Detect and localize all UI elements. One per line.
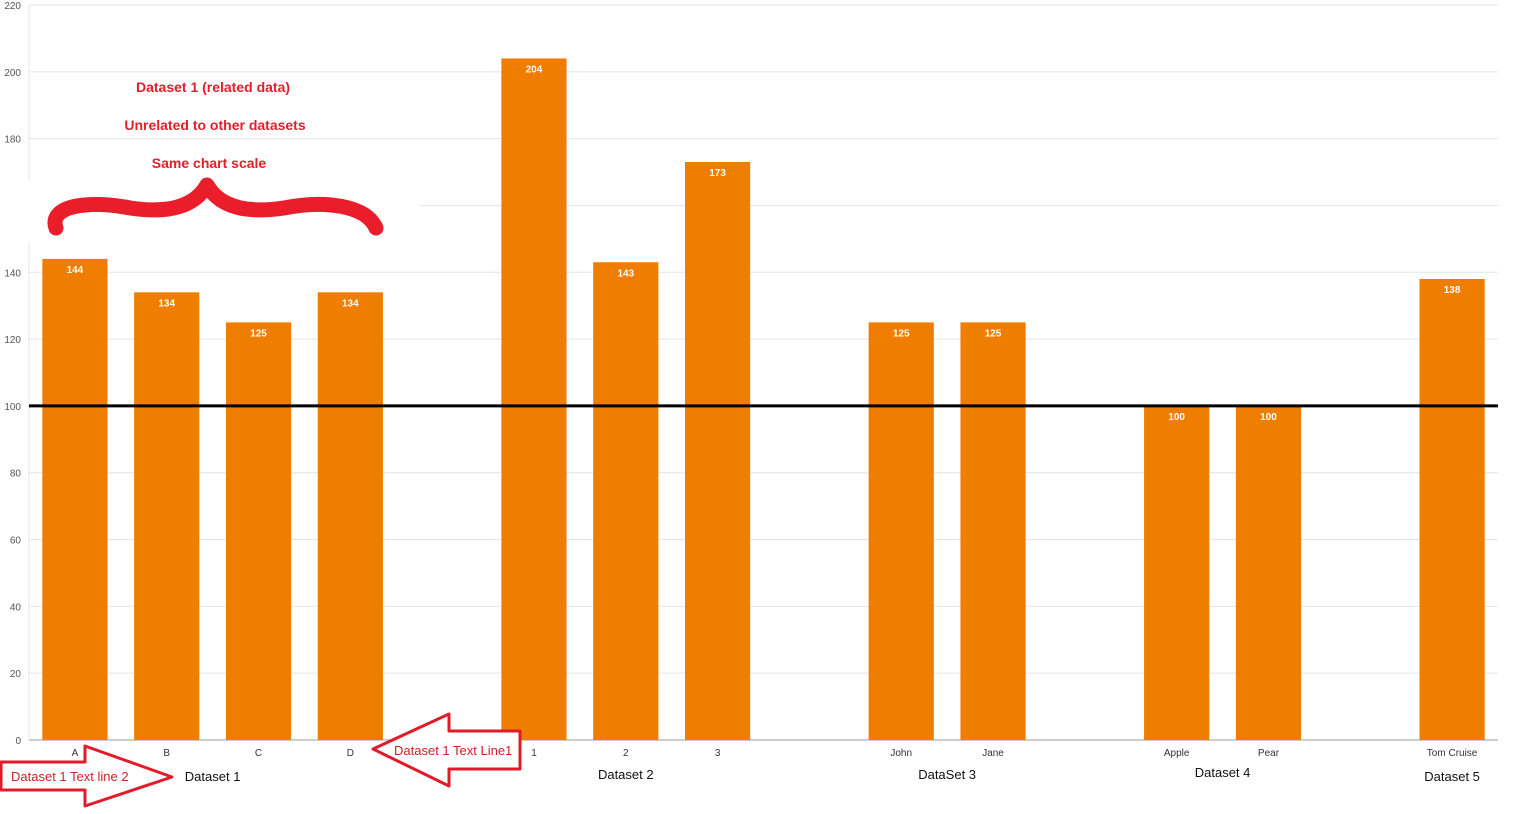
x-tick-label: B	[163, 748, 170, 759]
bar-value-label: 204	[526, 64, 543, 75]
bar-value-label: 143	[617, 268, 634, 279]
y-tick-label: 180	[4, 135, 21, 146]
y-tick-label: 60	[10, 536, 22, 547]
bar-value-label: 138	[1444, 285, 1461, 296]
bar-value-label: 134	[342, 298, 359, 309]
bar-value-label: 125	[250, 328, 267, 339]
x-tick-label: D	[347, 748, 354, 759]
x-tick-label: 3	[715, 748, 721, 759]
x-tick-label: A	[72, 748, 79, 759]
y-tick-label: 120	[4, 335, 21, 346]
y-tick-label: 200	[4, 68, 21, 79]
y-tick-label: 140	[4, 268, 21, 279]
bar-tom-cruise[interactable]	[1419, 278, 1485, 740]
arrow-right-icon	[0, 744, 174, 808]
y-tick-label: 0	[15, 736, 21, 747]
group-label: Dataset 1	[185, 769, 241, 784]
curly-brace-icon	[47, 177, 384, 236]
bar-b[interactable]	[134, 292, 200, 740]
arrow-right-text: Dataset 1 Text line 2	[11, 769, 129, 784]
x-tick-label: 1	[531, 748, 537, 759]
x-tick-label: Tom Cruise	[1427, 748, 1478, 759]
y-tick-label: 40	[10, 602, 22, 613]
arrow-left-icon	[371, 712, 522, 788]
y-tick-label: 220	[4, 1, 21, 12]
bar-value-label: 100	[1168, 412, 1185, 423]
bar-1[interactable]	[501, 58, 567, 741]
y-tick-label: 100	[4, 402, 21, 413]
group-label: Dataset 5	[1424, 769, 1480, 784]
bar-apple[interactable]	[1144, 405, 1210, 740]
bar-john[interactable]	[868, 322, 934, 740]
bar-value-label: 125	[985, 328, 1002, 339]
x-tick-label: 2	[623, 748, 629, 759]
bar-value-label: 144	[67, 265, 84, 276]
annotation-note-3: Same chart scale	[152, 155, 267, 171]
annotation-note-1: Dataset 1 (related data)	[136, 79, 290, 95]
x-tick-label: Apple	[1164, 748, 1190, 759]
group-label: Dataset 2	[598, 767, 654, 782]
y-tick-label: 80	[10, 469, 22, 480]
bar-value-label: 125	[893, 328, 910, 339]
arrow-left-text: Dataset 1 Text Line1	[394, 743, 512, 758]
x-tick-label: C	[255, 748, 262, 759]
bar-value-label: 173	[709, 168, 726, 179]
bar-value-label: 134	[158, 298, 175, 309]
x-tick-label: Pear	[1258, 748, 1280, 759]
x-tick-label: John	[890, 748, 912, 759]
bar-d[interactable]	[317, 292, 383, 740]
x-tick-label: Jane	[982, 748, 1004, 759]
annotation-note-2: Unrelated to other datasets	[124, 117, 305, 133]
bar-pear[interactable]	[1235, 405, 1302, 740]
bar-c[interactable]	[225, 322, 292, 740]
group-label: DataSet 3	[918, 767, 976, 782]
bar-2[interactable]	[593, 262, 659, 740]
bar-3[interactable]	[685, 162, 751, 741]
bar-a[interactable]	[42, 258, 108, 740]
bar-jane[interactable]	[960, 322, 1026, 740]
group-label: Dataset 4	[1195, 765, 1251, 780]
y-tick-label: 20	[10, 669, 22, 680]
bar-value-label: 100	[1260, 412, 1277, 423]
